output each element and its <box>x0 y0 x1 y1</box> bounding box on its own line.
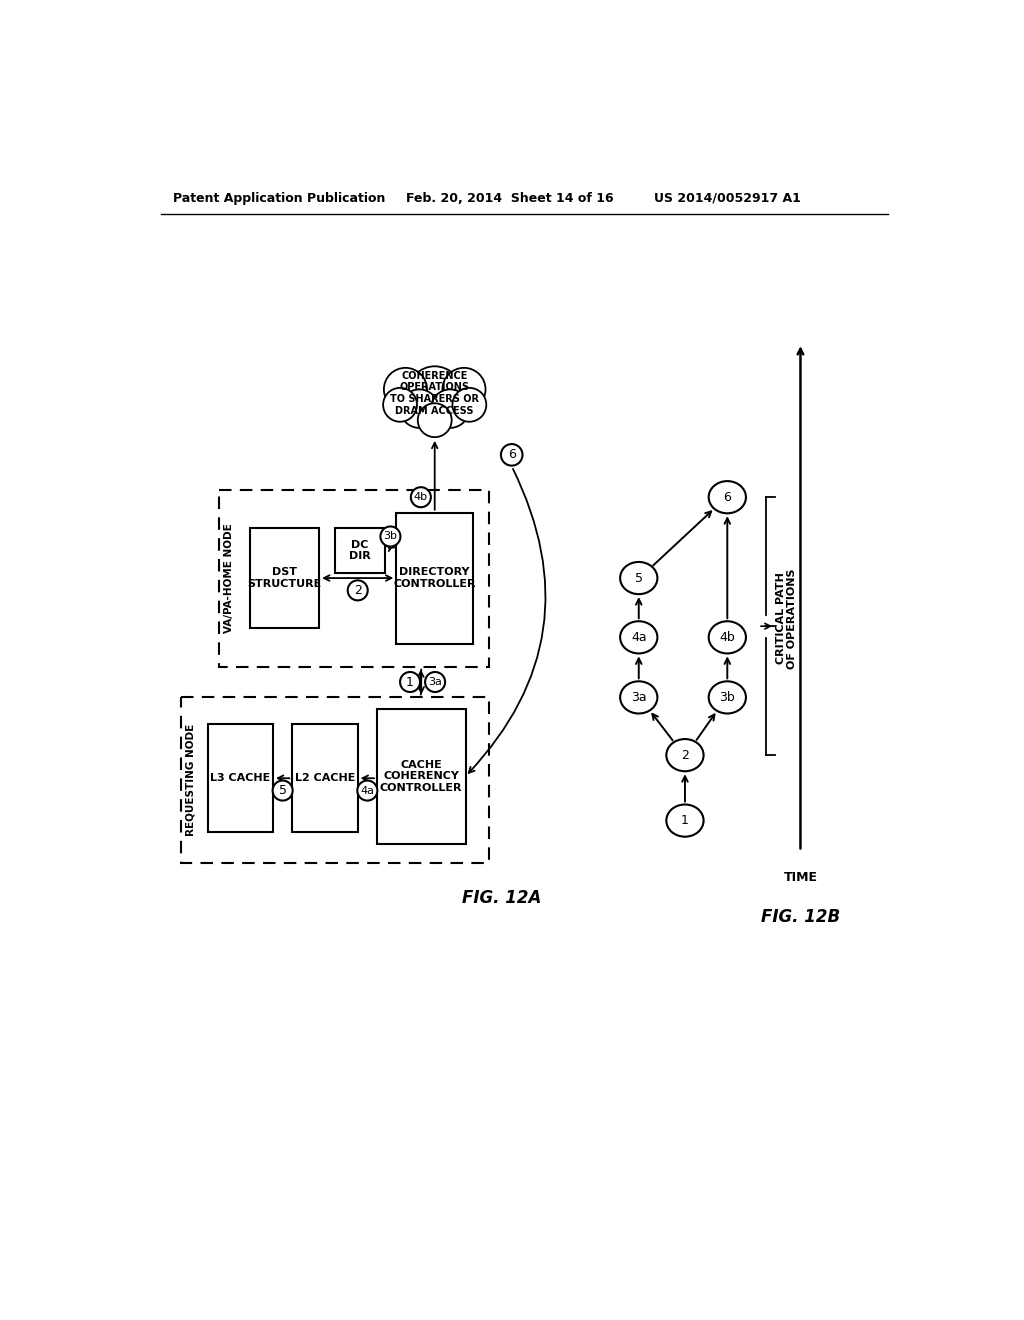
Circle shape <box>453 388 486 422</box>
Text: DST
STRUCTURE: DST STRUCTURE <box>248 568 322 589</box>
Ellipse shape <box>709 622 745 653</box>
Bar <box>219 490 488 667</box>
Text: FIG. 12B: FIG. 12B <box>761 908 840 925</box>
Text: US 2014/0052917 A1: US 2014/0052917 A1 <box>654 191 801 205</box>
Circle shape <box>348 581 368 601</box>
Bar <box>396 512 473 644</box>
Ellipse shape <box>621 562 657 594</box>
Circle shape <box>400 389 438 428</box>
Text: 1: 1 <box>407 676 414 689</box>
Circle shape <box>501 444 522 466</box>
Circle shape <box>411 487 431 507</box>
Text: COHERENCE
OPERATIONS
TO SHARERS OR
DRAM ACCESS: COHERENCE OPERATIONS TO SHARERS OR DRAM … <box>390 371 479 416</box>
Text: L2 CACHE: L2 CACHE <box>295 774 355 783</box>
Text: 3a: 3a <box>631 690 646 704</box>
Text: Patent Application Publication: Patent Application Publication <box>173 191 385 205</box>
Circle shape <box>381 527 400 546</box>
Circle shape <box>383 388 417 422</box>
Text: 3b: 3b <box>383 532 397 541</box>
Text: 3a: 3a <box>428 677 442 686</box>
Ellipse shape <box>621 681 657 714</box>
Circle shape <box>400 672 420 692</box>
Circle shape <box>442 368 485 411</box>
Text: 4b: 4b <box>720 631 735 644</box>
Text: 5: 5 <box>279 784 287 797</box>
Circle shape <box>272 780 293 800</box>
Text: TIME: TIME <box>783 871 817 883</box>
Circle shape <box>408 366 462 420</box>
Text: Feb. 20, 2014  Sheet 14 of 16: Feb. 20, 2014 Sheet 14 of 16 <box>407 191 613 205</box>
Text: L3 CACHE: L3 CACHE <box>210 774 270 783</box>
Ellipse shape <box>621 622 657 653</box>
Ellipse shape <box>667 804 703 837</box>
Text: 1: 1 <box>681 814 689 828</box>
Ellipse shape <box>709 480 745 513</box>
Bar <box>292 725 357 832</box>
Text: 4b: 4b <box>414 492 428 502</box>
Text: 3b: 3b <box>720 690 735 704</box>
Text: DC
DIR: DC DIR <box>349 540 371 561</box>
Circle shape <box>418 404 452 437</box>
Circle shape <box>357 780 378 800</box>
Bar <box>250 528 319 628</box>
Text: FIG. 12A: FIG. 12A <box>462 888 541 907</box>
Text: 2: 2 <box>353 583 361 597</box>
Text: 4a: 4a <box>631 631 646 644</box>
Text: 6: 6 <box>508 449 516 462</box>
Text: 4a: 4a <box>360 785 375 796</box>
Text: REQUESTING NODE: REQUESTING NODE <box>185 725 196 837</box>
Bar <box>377 709 466 843</box>
Text: 2: 2 <box>681 748 689 762</box>
Ellipse shape <box>667 739 703 771</box>
Bar <box>208 725 273 832</box>
Text: CRITICAL PATH
OF OPERATIONS: CRITICAL PATH OF OPERATIONS <box>776 568 798 669</box>
Text: 6: 6 <box>723 491 731 504</box>
Circle shape <box>425 672 445 692</box>
Text: CACHE
COHERENCY
CONTROLLER: CACHE COHERENCY CONTROLLER <box>380 760 463 793</box>
Circle shape <box>431 389 469 428</box>
Text: DIRECTORY
CONTROLLER: DIRECTORY CONTROLLER <box>393 568 476 589</box>
Bar <box>180 697 488 863</box>
Text: 5: 5 <box>635 572 643 585</box>
Circle shape <box>384 368 427 411</box>
Bar <box>335 528 385 573</box>
Ellipse shape <box>709 681 745 714</box>
Text: VA/PA-HOME NODE: VA/PA-HOME NODE <box>224 523 234 632</box>
